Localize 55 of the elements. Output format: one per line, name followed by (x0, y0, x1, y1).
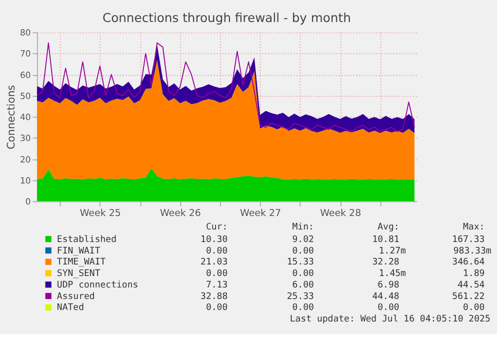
text: 1.89 (462, 269, 485, 280)
y-tick-label: 10 (20, 176, 31, 186)
y-tick-label: 80 (20, 28, 31, 39)
text: 0.00 (292, 269, 314, 280)
text: 0.00 (462, 303, 485, 314)
text: 1.27m (378, 246, 406, 256)
text: 32.28 (372, 258, 400, 268)
legend-label: Assured (56, 292, 95, 302)
text: 561.22 (452, 292, 485, 302)
text: 44.54 (458, 280, 485, 290)
text: 7.13 (206, 280, 228, 290)
y-axis-title: Connections (5, 85, 18, 150)
text: 6.98 (378, 280, 400, 290)
text: 44.48 (372, 292, 400, 302)
y-tick-label: 30 (20, 134, 31, 144)
text: 10.81 (372, 234, 400, 245)
text: 983.33m (453, 246, 492, 256)
text: 6.00 (292, 280, 314, 290)
y-tick-label: 20 (20, 155, 31, 166)
y-tick-label: 60 (20, 70, 31, 81)
legend-label: TIME_WAIT (56, 258, 106, 268)
legend-label: Established (56, 234, 117, 245)
x-tick-label: Week 28 (320, 208, 362, 219)
text: 21.03 (200, 258, 228, 268)
chart-title: Connections through firewall - by month (102, 10, 351, 25)
x-tick-label: Week 26 (160, 208, 201, 219)
text: 1.45m (378, 269, 406, 280)
y-tick-label: 50 (20, 92, 31, 102)
y-tick-label: 70 (20, 50, 31, 60)
text: 0.00 (206, 303, 228, 314)
legend-label: FIN_WAIT (56, 246, 101, 256)
text: Avg: (378, 222, 400, 233)
text: 346.64 (452, 258, 485, 268)
text: 25.33 (286, 292, 314, 302)
text: 32.88 (200, 292, 228, 302)
text: 0.00 (206, 246, 228, 256)
legend-label: NATed (56, 303, 84, 314)
y-tick-label: 40 (20, 113, 31, 124)
x-tick-label: Week 25 (80, 208, 121, 219)
text: 0.00 (378, 303, 400, 314)
text: 15.33 (286, 258, 314, 268)
x-tick-label: Week 27 (240, 208, 282, 219)
text: 0.00 (206, 269, 228, 280)
text: Last update: Wed Jul 16 04:05:10 2025 (290, 314, 490, 325)
text: 167.33 (452, 234, 485, 245)
legend-label: UDP connections (56, 280, 138, 290)
text: 10.30 (200, 234, 228, 245)
text: 0.00 (292, 246, 314, 256)
text: Min: (292, 222, 314, 233)
text: 9.02 (292, 234, 314, 245)
y-tick-label: 0 (25, 197, 31, 208)
text: 0.00 (292, 303, 314, 314)
text: Cur: (206, 222, 228, 233)
text: Max: (462, 222, 485, 233)
legend-label: SYN_SENT (56, 269, 101, 280)
